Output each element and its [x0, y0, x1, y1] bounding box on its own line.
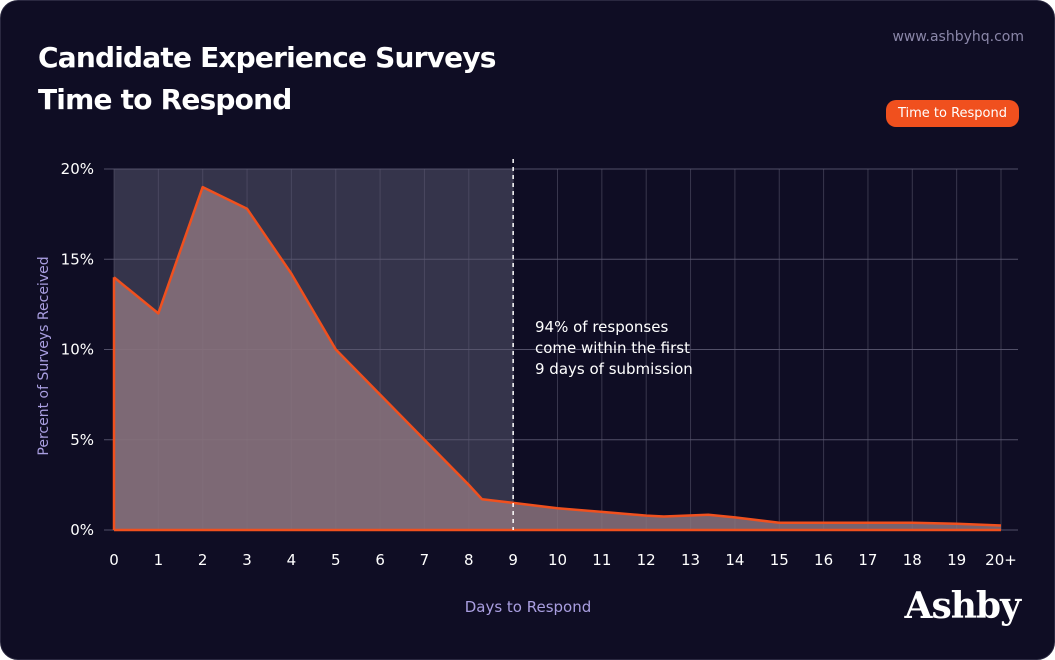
- x-tick-label: 3: [242, 551, 252, 569]
- x-tick-label: 0: [109, 551, 119, 569]
- y-tick-label: 20%: [61, 160, 94, 178]
- chart-title-line-1: Candidate Experience Surveys: [38, 41, 496, 74]
- x-tick-label: 16: [814, 551, 833, 569]
- series-line: [113, 185, 1002, 527]
- annotation-line: 94% of responses: [535, 318, 668, 336]
- x-tick-label: 8: [464, 551, 474, 569]
- area-layer: [112, 185, 1002, 532]
- x-axis-label: Days to Respond: [464, 598, 592, 616]
- x-tick-label: 9: [508, 551, 518, 569]
- y-axis-label: Percent of Surveys Received: [36, 256, 52, 456]
- x-tick-label: 17: [858, 551, 877, 569]
- y-tick-labels: 0% 5% 10% 15% 20%: [61, 160, 94, 539]
- y-tick-label: 15%: [61, 250, 94, 268]
- chart-title-line-2: Time to Respond: [38, 83, 292, 116]
- series-area: [114, 187, 1001, 530]
- annotation-line: 9 days of submission: [535, 360, 693, 378]
- x-tick-label: 10: [548, 551, 567, 569]
- x-tick-label: 4: [287, 551, 297, 569]
- x-tick-label: 5: [331, 551, 341, 569]
- x-tick-label: 19: [947, 551, 966, 569]
- annotation-layer: 94% of responses come within the first 9 d…: [535, 318, 693, 378]
- x-tick-label: 1: [154, 551, 164, 569]
- chart-title: Candidate Experience Surveys Time to Res…: [38, 37, 496, 121]
- x-tick-label: 18: [903, 551, 922, 569]
- x-tick-label: 20+: [985, 551, 1017, 569]
- x-tick-label: 15: [770, 551, 789, 569]
- x-tick-label: 2: [198, 551, 208, 569]
- x-tick-label: 6: [375, 551, 385, 569]
- x-tick-label: 13: [681, 551, 700, 569]
- legend-series-badge: Time to Respond: [885, 100, 1019, 127]
- y-tick-label: 0%: [70, 521, 94, 539]
- annotation-line: come within the first: [535, 339, 690, 357]
- x-tick-label: 11: [592, 551, 611, 569]
- y-tick-label: 5%: [70, 431, 94, 449]
- ashby-logo: Ashby: [904, 585, 1021, 627]
- website-url[interactable]: www.ashbyhq.com: [892, 29, 1024, 45]
- x-tick-labels: 0 1 2 3 4 5 6 7 8 9 10 11 12 13 14 15 16 17 18 19 20+: [109, 551, 1017, 569]
- x-tick-label: 7: [420, 551, 430, 569]
- x-tick-label: 12: [637, 551, 656, 569]
- x-tick-label: 14: [725, 551, 744, 569]
- y-tick-label: 10%: [61, 341, 94, 359]
